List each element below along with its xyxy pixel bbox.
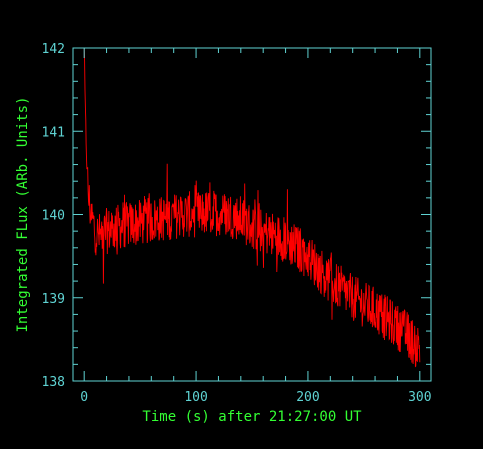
series-layer xyxy=(83,47,421,368)
y-tick-label: 139 xyxy=(42,292,65,307)
y-axis-title: Integrated FLux (ARb. Units) xyxy=(15,96,31,332)
flux-series-line xyxy=(83,47,421,368)
y-tick-label: 138 xyxy=(42,375,65,390)
x-axis-title: Time (s) after 21:27:00 UT xyxy=(142,409,362,425)
y-tick-label: 142 xyxy=(42,42,65,57)
ticks-layer xyxy=(73,47,431,382)
y-tick-label: 140 xyxy=(42,209,65,224)
labels-layer: 0 100 200 300 138 139 140 141 142 xyxy=(42,42,432,405)
x-tick-label: 300 xyxy=(408,390,431,405)
x-tick-label: 100 xyxy=(184,390,207,405)
y-tick-label: 141 xyxy=(42,125,65,140)
x-tick-label: 0 xyxy=(80,390,88,405)
x-tick-label: 200 xyxy=(296,390,319,405)
